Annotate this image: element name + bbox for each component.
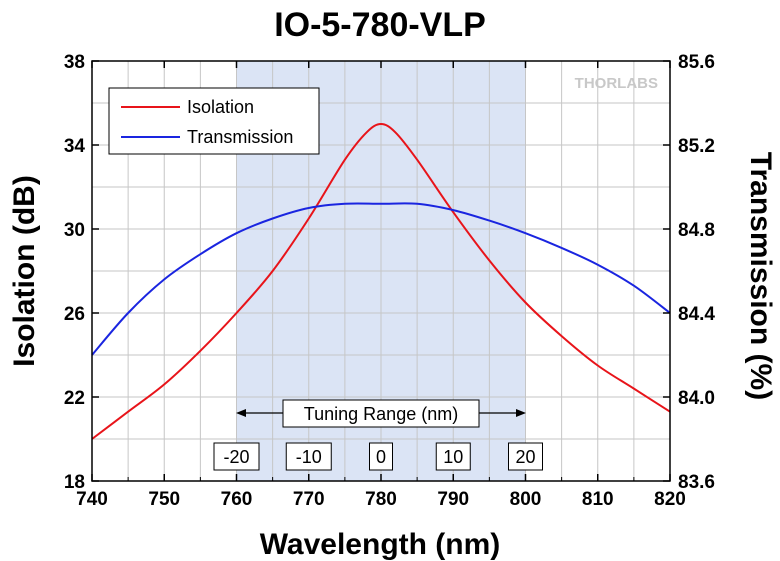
tuning-tick-box [213, 442, 260, 471]
tuning-tick-box [285, 442, 332, 471]
series-line-isolation [91, 122, 671, 440]
legend-label-transmission: Transmission [187, 127, 293, 147]
y2-tick-label: 83.6 [678, 472, 715, 493]
legend-box [108, 87, 320, 155]
tuning-tick-label: -10 [296, 447, 322, 467]
x-tick-label: 820 [654, 489, 686, 510]
legend-label-isolation: Isolation [187, 97, 254, 117]
tuning-tick-label: -20 [223, 447, 249, 467]
series-lines [91, 122, 671, 440]
series-line-transmission [91, 202, 671, 356]
tuning-range-annotation: Tuning Range (nm) -20 -10 0 10 20 [213, 399, 543, 471]
y-tick-label: 22 [64, 388, 85, 409]
tuning-range-label: Tuning Range (nm) [304, 404, 458, 424]
tuning-tick-box [435, 442, 471, 471]
x-axis-title: Wavelength (nm) [260, 528, 501, 561]
tuning-range-label-box [282, 399, 480, 428]
tuning-tick-label: 10 [443, 447, 463, 467]
tuning-tick-box [369, 442, 393, 471]
tuning-range-arrowhead-left [236, 409, 246, 417]
y-tick-label: 34 [64, 136, 86, 157]
y-tick-label: 18 [64, 472, 85, 493]
y2-tick-label: 84.0 [678, 388, 715, 409]
legend: Isolation Transmission [108, 87, 320, 155]
y-axis-title: Isolation (dB) [8, 175, 41, 367]
tuning-range-arrowhead-right [516, 409, 526, 417]
x-tick-label: 740 [76, 489, 108, 510]
x-tick-label: 750 [148, 489, 180, 510]
x-tick-label: 780 [365, 489, 397, 510]
tuning-tick-label: 20 [515, 447, 535, 467]
thorlabs-watermark: THORLABS [575, 75, 658, 92]
y2-axis-title: Transmission (%) [744, 152, 777, 400]
tuning-range-ticks: -20 -10 0 10 20 [213, 442, 543, 471]
y2-tick-label: 85.2 [678, 136, 715, 157]
y2-tick-label: 85.6 [678, 52, 715, 73]
x-tick-label: 760 [221, 489, 253, 510]
tuning-tick-box [508, 442, 543, 471]
chart-title: IO-5-780-VLP [274, 6, 486, 44]
y-tick-label: 30 [64, 220, 85, 241]
axis-ticks: 740 750 760 770 780 790 800 810 820 18 22 26 30 34 38 8… [64, 52, 716, 510]
y-tick-label: 26 [64, 304, 85, 325]
y-tick-label: 38 [64, 52, 85, 73]
x-tick-label: 810 [582, 489, 614, 510]
y2-tick-label: 84.4 [678, 304, 715, 325]
x-tick-label: 770 [293, 489, 325, 510]
x-tick-label: 800 [510, 489, 542, 510]
x-tick-label: 790 [437, 489, 469, 510]
y2-tick-label: 84.8 [678, 220, 715, 241]
tuning-tick-label: 0 [376, 447, 386, 467]
